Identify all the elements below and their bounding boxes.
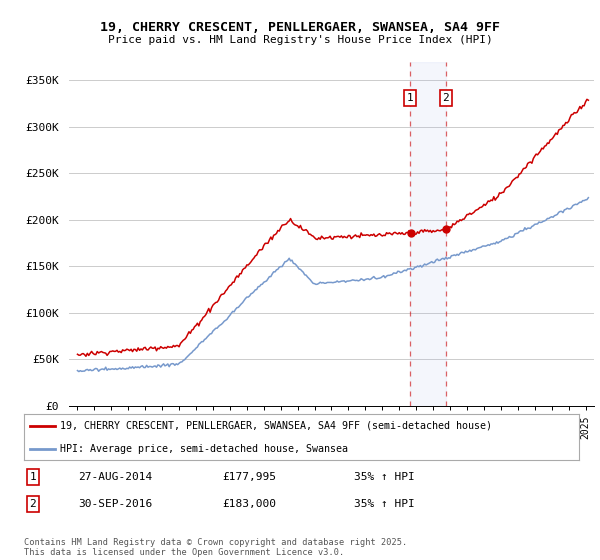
Text: Contains HM Land Registry data © Crown copyright and database right 2025.
This d: Contains HM Land Registry data © Crown c… xyxy=(24,538,407,557)
Text: 19, CHERRY CRESCENT, PENLLERGAER, SWANSEA, SA4 9FF (semi-detached house): 19, CHERRY CRESCENT, PENLLERGAER, SWANSE… xyxy=(60,421,492,431)
Bar xyxy=(410,62,446,406)
Text: 2: 2 xyxy=(29,499,37,509)
Text: 35% ↑ HPI: 35% ↑ HPI xyxy=(354,472,415,482)
Text: Price paid vs. HM Land Registry's House Price Index (HPI): Price paid vs. HM Land Registry's House … xyxy=(107,35,493,45)
Text: 2: 2 xyxy=(442,93,449,103)
Text: 35% ↑ HPI: 35% ↑ HPI xyxy=(354,499,415,509)
Text: 1: 1 xyxy=(29,472,37,482)
Text: HPI: Average price, semi-detached house, Swansea: HPI: Average price, semi-detached house,… xyxy=(60,444,348,454)
Text: 27-AUG-2014: 27-AUG-2014 xyxy=(78,472,152,482)
Text: 30-SEP-2016: 30-SEP-2016 xyxy=(78,499,152,509)
Text: £183,000: £183,000 xyxy=(222,499,276,509)
Text: 19, CHERRY CRESCENT, PENLLERGAER, SWANSEA, SA4 9FF: 19, CHERRY CRESCENT, PENLLERGAER, SWANSE… xyxy=(100,21,500,34)
Text: 1: 1 xyxy=(407,93,413,103)
Text: £177,995: £177,995 xyxy=(222,472,276,482)
